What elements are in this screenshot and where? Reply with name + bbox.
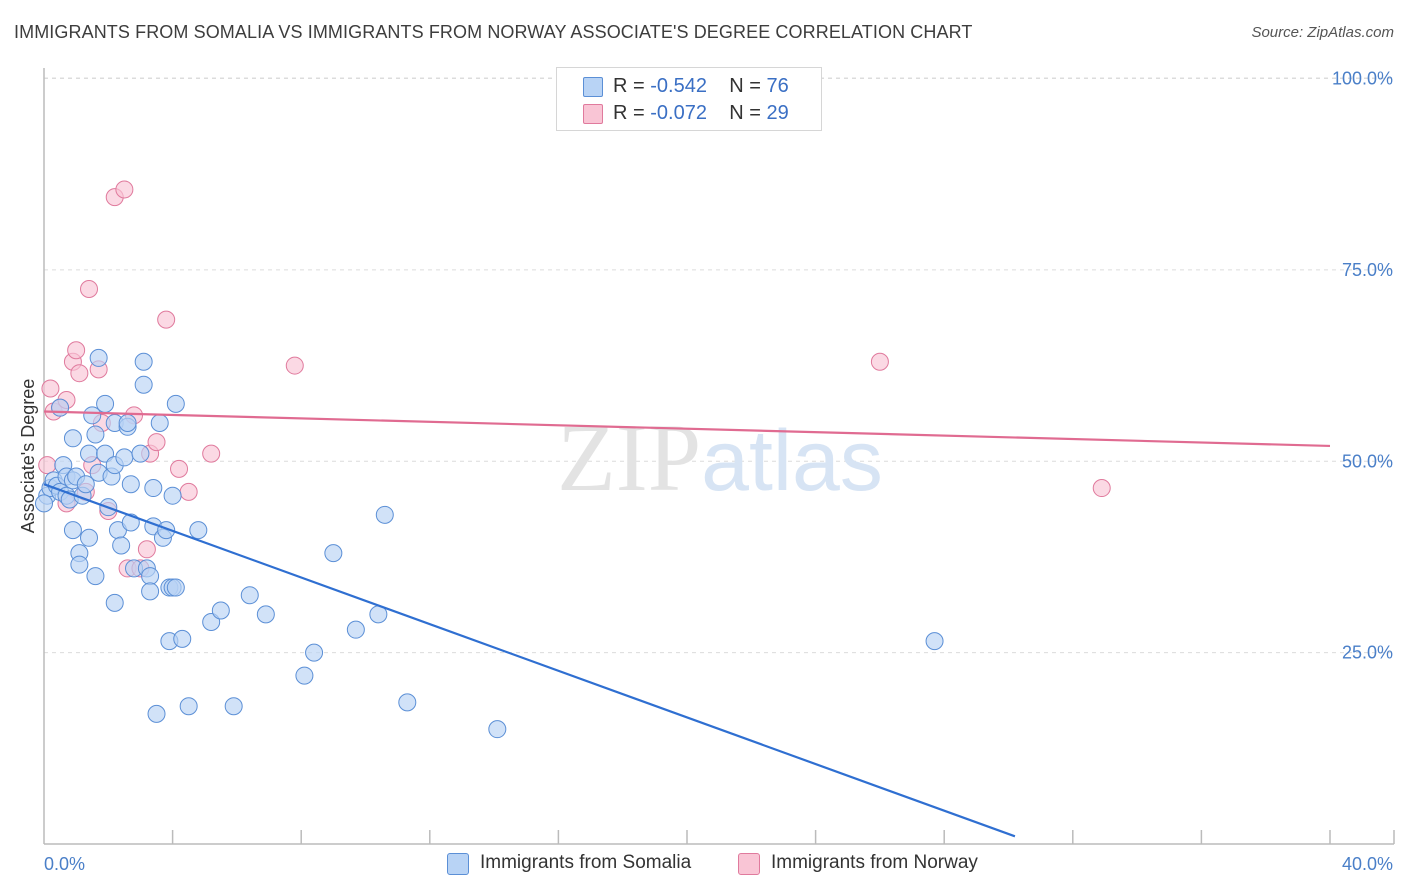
somalia-point (112, 536, 131, 555)
somalia-point (63, 521, 82, 540)
somalia-point (150, 413, 169, 432)
somalia-point (147, 704, 166, 723)
norway-point (1092, 479, 1111, 498)
somalia-point (398, 693, 417, 712)
somalia-point (118, 413, 137, 432)
trend-lines (43, 410, 1331, 838)
somalia-point (166, 394, 185, 413)
somalia-r-label: R = (613, 75, 651, 97)
somalia-point (324, 544, 343, 563)
norway-point (137, 540, 156, 559)
somalia-r-value: -0.542 (650, 75, 707, 97)
norway-point (202, 444, 221, 463)
norway-point (285, 356, 304, 375)
somalia-point (134, 375, 153, 394)
somalia-point (131, 444, 150, 463)
somalia-points (35, 348, 944, 739)
somalia-legend-label: Immigrants from Somalia (480, 852, 692, 873)
somalia-point (105, 593, 124, 612)
watermark: ZIPatlas (557, 404, 883, 511)
somalia-point (141, 582, 160, 601)
somalia-point (346, 620, 365, 639)
y-tick-label: 75.0% (1342, 260, 1393, 280)
norway-point (147, 433, 166, 452)
somalia-point (375, 505, 394, 524)
axes (43, 68, 1395, 845)
x-tick-label-max: 40.0% (1342, 854, 1393, 874)
somalia-point (211, 601, 230, 620)
somalia-point (89, 348, 108, 367)
norway-n-label: N = (729, 102, 767, 124)
somalia-point (86, 425, 105, 444)
somalia-point (144, 479, 163, 498)
source-credit: Source: ZipAtlas.com (1251, 24, 1394, 41)
norway-n-value: 29 (766, 102, 789, 124)
somalia-point (173, 629, 192, 648)
somalia-point (51, 398, 70, 417)
x-tick-label-min: 0.0% (44, 854, 85, 874)
norway-r-value: -0.072 (650, 102, 707, 124)
somalia-point (96, 444, 115, 463)
norway-point (115, 180, 134, 199)
somalia-point (115, 448, 134, 467)
somalia-trend-line (43, 483, 1016, 838)
somalia-legend-swatch (447, 853, 469, 875)
norway-point (67, 341, 86, 360)
somalia-point (488, 720, 507, 739)
somalia-point (121, 475, 140, 494)
gridlines (44, 77, 1394, 654)
y-tick-label: 100.0% (1332, 69, 1393, 89)
somalia-point (80, 528, 99, 547)
norway-point (179, 482, 198, 501)
somalia-swatch (583, 77, 603, 97)
somalia-point (189, 521, 208, 540)
somalia-point (163, 486, 182, 505)
norway-points (38, 180, 1111, 578)
norway-point (870, 352, 889, 371)
somalia-point (35, 494, 53, 513)
somalia-point (224, 697, 243, 716)
somalia-point (166, 578, 185, 597)
somalia-point (76, 475, 95, 494)
norway-legend-label: Immigrants from Norway (771, 852, 978, 873)
norway-point (170, 459, 189, 478)
somalia-point (80, 444, 99, 463)
somalia-point (295, 666, 314, 685)
somalia-n-label: N = (729, 75, 767, 97)
somalia-point (202, 613, 221, 632)
somalia-point (141, 567, 160, 586)
norway-trend-line (43, 410, 1331, 448)
somalia-n-value: 76 (766, 75, 789, 97)
norway-point (70, 364, 89, 383)
norway-swatch (583, 104, 603, 124)
chart-title: IMMIGRANTS FROM SOMALIA VS IMMIGRANTS FR… (14, 22, 973, 42)
somalia-point (256, 605, 275, 624)
norway-point (157, 310, 176, 329)
somalia-point (70, 555, 89, 574)
somalia-point (86, 567, 105, 586)
y-tick-label: 50.0% (1342, 451, 1393, 471)
somalia-point (96, 394, 115, 413)
norway-point (38, 456, 57, 475)
stats-legend: R = -0.542 N = 76 R = -0.072 N = 29 (556, 67, 822, 131)
norway-point (80, 280, 99, 299)
y-tick-label: 25.0% (1342, 643, 1393, 663)
somalia-point (179, 697, 198, 716)
somalia-point (305, 643, 324, 662)
norway-r-label: R = (613, 102, 651, 124)
y-axis-label: Associate's Degree (18, 379, 38, 534)
somalia-point (83, 406, 102, 425)
somalia-point (134, 352, 153, 371)
norway-point (41, 379, 60, 398)
tick-labels: 25.0% 50.0% 75.0% 100.0% 0.0% 40.0% (44, 69, 1393, 875)
somalia-point (925, 632, 944, 651)
somalia-point (63, 429, 82, 448)
somalia-point (240, 586, 259, 605)
norway-legend-swatch (738, 853, 760, 875)
